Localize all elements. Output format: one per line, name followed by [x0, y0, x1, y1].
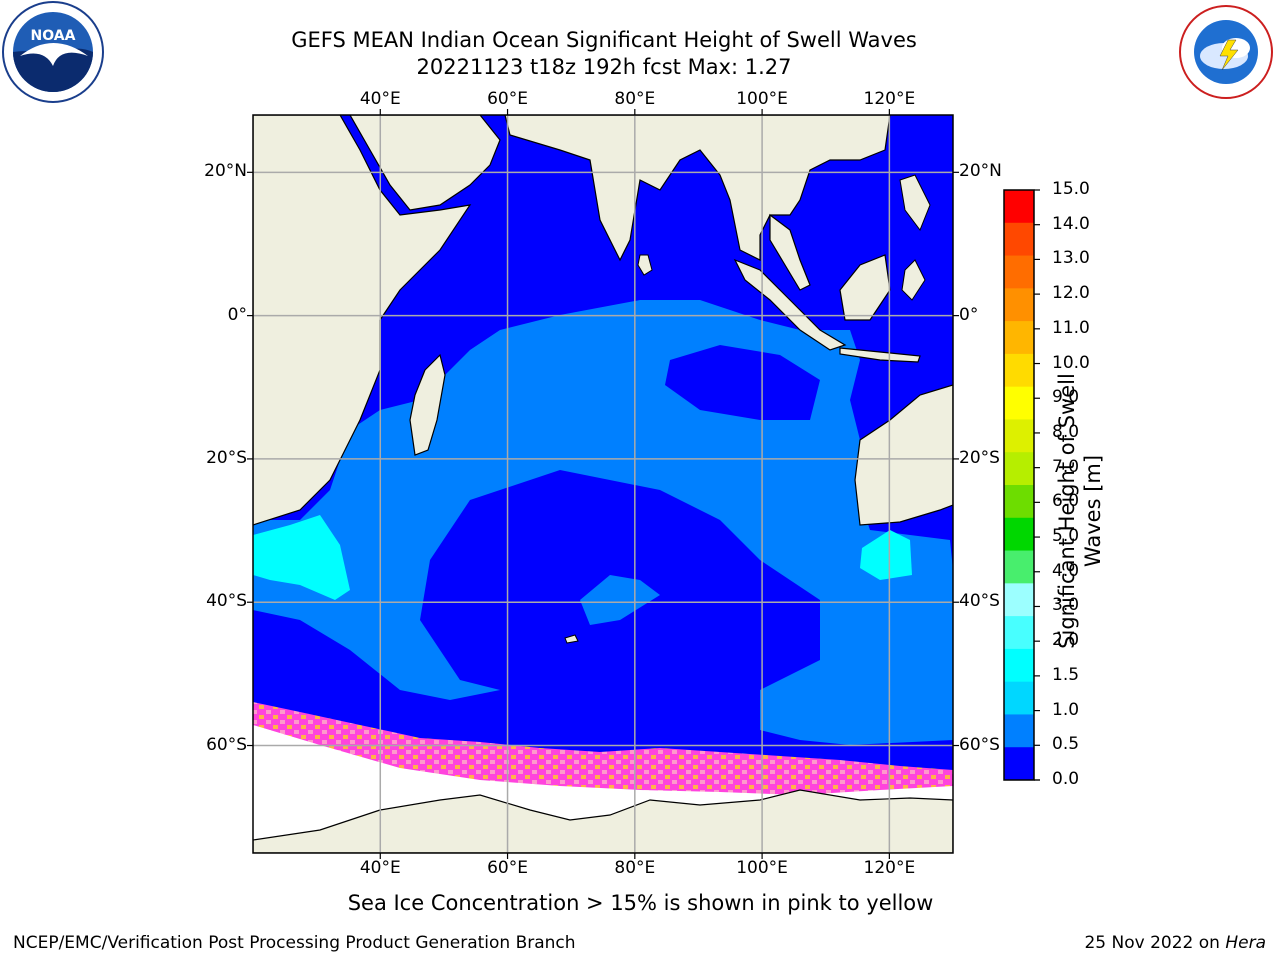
- colorbar-segment: [1004, 517, 1034, 552]
- colorbar-segment: [1004, 485, 1034, 519]
- colorbar-label: 12.0: [1052, 283, 1090, 304]
- lon-label-top: 100°E: [736, 89, 788, 109]
- colorbar-label: 2.0: [1052, 630, 1080, 651]
- colorbar-segment: [1004, 386, 1034, 420]
- colorbar-title-line1: Significant Height of Swell: [1055, 373, 1079, 649]
- colorbar-label: 6.0: [1052, 491, 1080, 512]
- colorbar-segment: [1004, 648, 1034, 683]
- colorbar-segment: [1004, 288, 1034, 322]
- noaa-logo: NOAA: [2, 1, 104, 103]
- land-sri-lanka: [637, 254, 653, 276]
- colorbar-segment: [1004, 190, 1034, 224]
- swell-pocket: [665, 345, 820, 420]
- colorbar-label: 4.0: [1052, 560, 1080, 581]
- lat-label-right: 20°N: [959, 161, 1002, 182]
- footer-date: 25 Nov 2022 on Hera: [1084, 933, 1266, 953]
- lon-label-top: 120°E: [863, 89, 916, 109]
- sea-ice-note: Sea Ice Concentration > 15% is shown in …: [347, 891, 934, 915]
- land-antarctica: [253, 789, 953, 853]
- footer-date-text: 25 Nov 2022 on: [1084, 933, 1226, 953]
- lon-label-top: 80°E: [614, 89, 656, 109]
- colorbar-segment: [1004, 222, 1034, 257]
- graticule: [253, 115, 953, 853]
- colorbar-segment: [1004, 419, 1034, 453]
- lat-label-left: 60°S: [206, 734, 247, 755]
- land-madagascar: [409, 353, 446, 456]
- land-sulawesi: [901, 259, 926, 301]
- swell-region-1_0-1_5-west: [253, 515, 350, 600]
- colorbar-label: 1.5: [1052, 664, 1080, 685]
- lon-label-bottom: 80°E: [614, 858, 656, 878]
- chart-subtitle: 20221123 t18z 192h fcst Max: 1.27: [416, 55, 792, 79]
- colorbar-label: 15.0: [1052, 179, 1090, 199]
- lat-label-right: 60°S: [959, 734, 1000, 755]
- land-africa: [253, 115, 472, 526]
- land-india-asia: [504, 115, 891, 262]
- colorbar-segment: [1004, 714, 1034, 748]
- lat-label-right: 40°S: [959, 591, 1000, 612]
- lon-label-bottom: 120°E: [863, 858, 916, 878]
- colorbar-title-line2: Waves [m]: [1081, 454, 1105, 568]
- colorbar-segment: [1004, 681, 1034, 715]
- lat-label-left: 40°S: [206, 591, 247, 612]
- land-java: [839, 347, 921, 363]
- lat-label-right: 20°S: [959, 447, 1000, 468]
- colorbar-label: 13.0: [1052, 248, 1090, 269]
- colorbar-label: 0.0: [1052, 769, 1080, 789]
- land-kerguelen: [564, 634, 579, 644]
- colorbar-label: 9.0: [1052, 387, 1080, 408]
- lat-label-left: 20°N: [204, 161, 247, 182]
- swell-patch: [580, 575, 660, 625]
- nws-logo: [1179, 5, 1273, 99]
- colorbar-label: 11.0: [1052, 317, 1090, 338]
- colorbar-segment: [1004, 452, 1034, 486]
- colorbar-label: 10.0: [1052, 352, 1090, 373]
- colorbar-label: 1.0: [1052, 699, 1080, 720]
- colorbar: [1003, 189, 1040, 781]
- colorbar-frame: [1003, 189, 1035, 781]
- colorbar-label: 3.0: [1052, 595, 1080, 616]
- swell-region-1_0-1_5-east: [860, 530, 912, 580]
- colorbar-label: 8.0: [1052, 421, 1080, 442]
- lat-label-left: 0°: [227, 304, 247, 325]
- colorbar-segment: [1004, 550, 1034, 584]
- colorbar-label: 14.0: [1052, 213, 1090, 234]
- noaa-logo-text: NOAA: [31, 28, 76, 44]
- colorbar-segment: [1004, 353, 1034, 388]
- colorbar-segment: [1004, 747, 1034, 781]
- colorbar-segment: [1004, 583, 1034, 617]
- colorbar-label: 7.0: [1052, 456, 1080, 477]
- lon-label-bottom: 40°E: [359, 858, 401, 878]
- map-frame: [252, 114, 954, 854]
- land-malay: [769, 213, 811, 291]
- colorbar-label: 5.0: [1052, 526, 1080, 547]
- lon-label-bottom: 100°E: [736, 858, 788, 878]
- chart-title: GEFS MEAN Indian Ocean Significant Heigh…: [291, 28, 917, 52]
- axis-ticks: [247, 109, 959, 859]
- land-australia: [854, 384, 953, 526]
- lon-label-top: 60°E: [487, 89, 528, 109]
- footer-host: Hera: [1225, 933, 1266, 953]
- lon-label-top: 40°E: [359, 89, 401, 109]
- footer-credit: NCEP/EMC/Verification Post Processing Pr…: [13, 933, 576, 953]
- colorbar-label: 0.5: [1052, 734, 1080, 755]
- colorbar-segment: [1004, 616, 1034, 650]
- colorbar-segment: [1004, 255, 1034, 289]
- land-philippines: [899, 174, 931, 232]
- colorbar-title: Significant Height of Swell Waves [m]: [1054, 301, 1106, 721]
- lat-label-right: 0°: [959, 304, 979, 325]
- lat-label-left: 20°S: [206, 447, 247, 468]
- colorbar-segment: [1004, 321, 1034, 355]
- lon-label-bottom: 60°E: [487, 858, 528, 878]
